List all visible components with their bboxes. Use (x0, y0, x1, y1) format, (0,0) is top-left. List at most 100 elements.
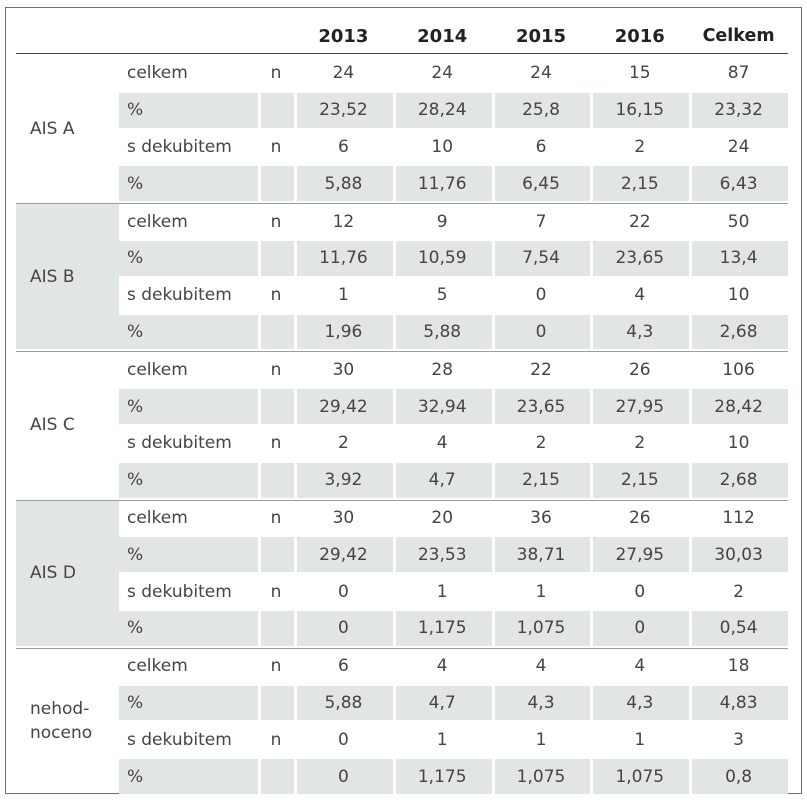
value-cell: 2 (634, 136, 646, 157)
total-cell: 10 (727, 285, 750, 306)
value-cell: 4,7 (392, 462, 492, 498)
total-cell: 87 (727, 63, 750, 84)
value-cell: 6 (294, 647, 393, 684)
value-cell: 29,42 (294, 389, 393, 424)
row-label: s dekubitem (127, 433, 232, 454)
unit-cell (258, 166, 294, 202)
value-cell: 5,88 (392, 314, 492, 350)
row-label: % (119, 685, 258, 721)
value-cell: 1 (436, 581, 448, 602)
value-cell: 5,88 (294, 685, 393, 721)
value-cell: 28 (392, 351, 492, 387)
value-cell: 6,45 (491, 166, 591, 202)
row-label: s dekubitem (127, 581, 232, 602)
unit-cell: n (258, 203, 294, 239)
header-total: Celkem (689, 19, 788, 54)
value-cell: 15 (628, 63, 651, 84)
unit-cell (258, 537, 294, 573)
table-row: % 11,76 10,59 7,54 23,65 13,4 (16, 240, 788, 276)
row-label: % (119, 389, 258, 424)
value-cell: 11,76 (392, 166, 492, 202)
value-cell: 7,54 (491, 240, 591, 276)
value-cell: 32,94 (392, 389, 492, 424)
value-cell: 1,175 (392, 610, 492, 646)
value-cell: 28,24 (392, 92, 492, 128)
value-cell: 36 (491, 499, 591, 536)
value-cell: 10,59 (392, 240, 492, 276)
group-label-text: AIS D (30, 563, 76, 584)
unit-cell (258, 610, 294, 646)
table-row: % 0 1,175 1,075 0 0,54 (16, 610, 788, 646)
table-row: nehod- noceno celkem n 6 4 4 4 18 (16, 647, 788, 743)
value-cell: 23,53 (392, 537, 492, 573)
table-row: % 3,92 4,7 2,15 2,15 2,68 (16, 462, 788, 498)
value-cell: 4,3 (590, 685, 690, 721)
value-cell: 5,88 (294, 166, 393, 202)
total-cell: 13,4 (689, 240, 788, 276)
group-label-text: AIS C (30, 414, 75, 435)
table-row: AIS C celkem n 30 28 22 26 106 (16, 351, 788, 435)
header-empty-cell (258, 19, 294, 54)
value-cell: 4 (436, 433, 448, 454)
header-year: 2016 (590, 19, 690, 54)
header-empty-cell (16, 19, 119, 54)
total-cell: 0,8 (689, 759, 788, 794)
value-cell: 27,95 (590, 537, 690, 573)
total-cell: 3 (733, 729, 744, 750)
value-cell: 24 (332, 63, 355, 84)
table-row: % 23,52 28,24 25,8 16,15 23,32 (16, 92, 788, 128)
row-label: celkem (127, 63, 188, 84)
unit-cell: n (270, 63, 282, 84)
row-label: s dekubitem (127, 285, 232, 306)
group-label-text: AIS B (30, 266, 75, 287)
unit-cell (258, 92, 294, 128)
row-label: % (119, 610, 258, 646)
value-cell: 20 (392, 499, 492, 536)
value-cell: 2,15 (590, 462, 690, 498)
row-label: % (119, 462, 258, 498)
total-cell: 2,68 (689, 462, 788, 498)
group-label: nehod- noceno (16, 647, 119, 794)
group-label: AIS B (16, 203, 119, 350)
table-row: % 5,88 4,7 4,3 4,3 4,83 (16, 685, 788, 721)
total-cell: 30,03 (689, 537, 788, 573)
table-row: % 0 1,175 1,075 1,075 0,8 (16, 759, 788, 794)
value-cell: 0 (294, 610, 393, 646)
value-cell: 26 (590, 351, 690, 387)
row-label: s dekubitem (127, 136, 232, 157)
group-label-text: AIS A (30, 118, 75, 139)
unit-cell (258, 240, 294, 276)
table-row: s dekubitem n 1 5 0 4 10 (16, 278, 788, 313)
value-cell: 29,42 (294, 537, 393, 573)
header-year: 2014 (392, 19, 492, 54)
unit-cell: n (258, 647, 294, 684)
value-cell: 2 (634, 433, 646, 454)
total-cell: 23,32 (689, 92, 788, 128)
value-cell: 10 (431, 136, 454, 157)
table-row: s dekubitem n 2 4 2 2 10 (16, 426, 788, 461)
unit-cell (258, 685, 294, 721)
group-label: AIS C (16, 351, 119, 497)
group-label: AIS D (16, 499, 119, 646)
total-cell: 4,83 (689, 685, 788, 721)
table-row: % 5,88 11,76 6,45 2,15 6,43 (16, 166, 788, 202)
value-cell: 9 (392, 203, 492, 239)
value-cell: 24 (530, 63, 552, 84)
row-label: celkem (119, 203, 258, 239)
total-cell: 50 (689, 203, 788, 239)
value-cell: 23,65 (491, 389, 591, 424)
total-cell: 106 (689, 351, 788, 387)
value-cell: 1,175 (392, 759, 492, 794)
total-cell: 2 (733, 581, 744, 602)
total-cell: 2,68 (689, 314, 788, 350)
table-row: s dekubitem n 0 1 1 1 3 (16, 722, 788, 757)
row-label: % (119, 537, 258, 573)
row-label: celkem (119, 647, 258, 684)
row-label: s dekubitem (127, 729, 232, 750)
value-cell: 0 (337, 581, 349, 602)
row-label: % (119, 240, 258, 276)
value-cell: 0 (491, 314, 591, 350)
value-cell: 1 (535, 581, 547, 602)
group-label: AIS A (16, 56, 119, 201)
